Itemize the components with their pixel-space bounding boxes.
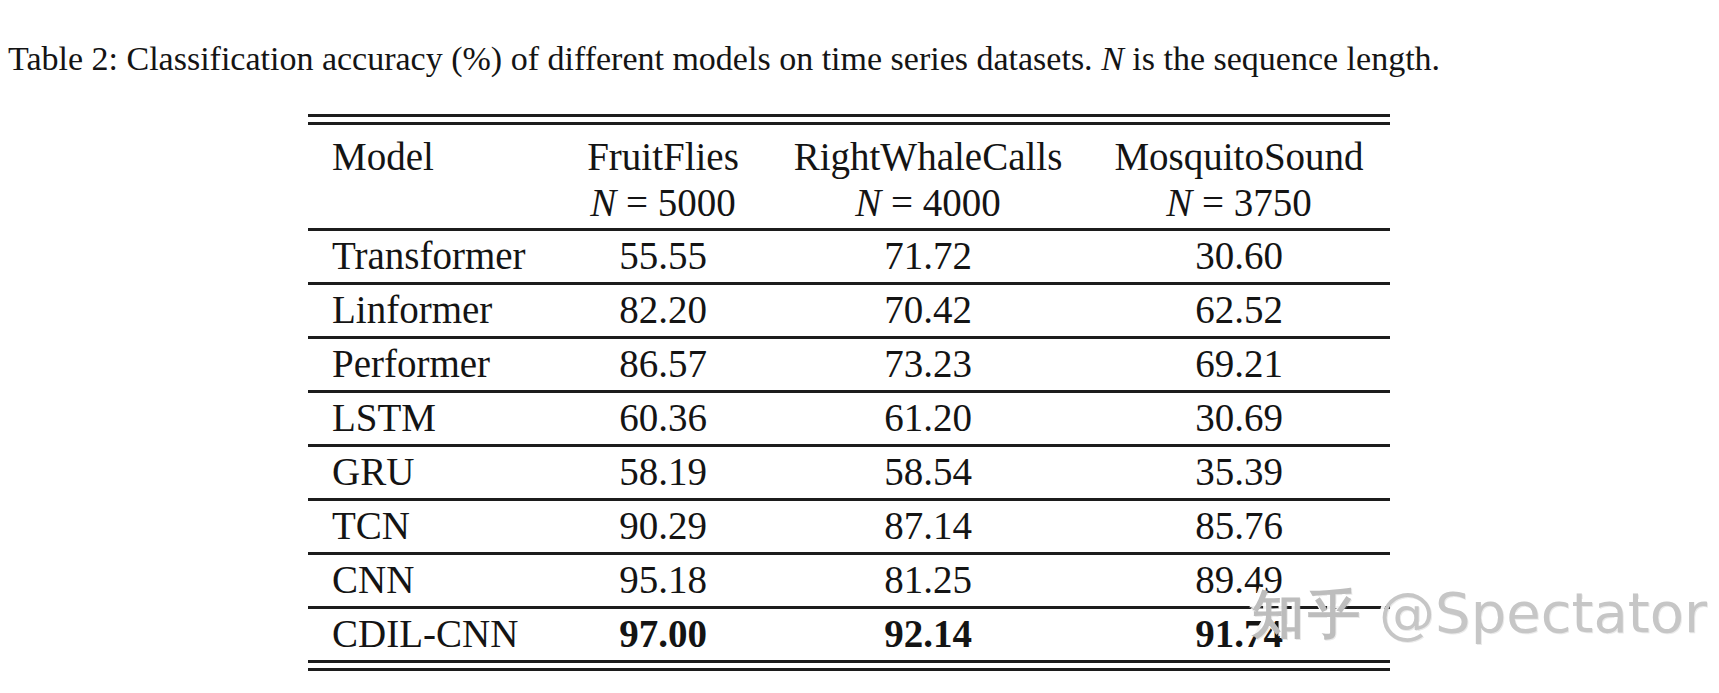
cell-value: 73.23 bbox=[768, 339, 1088, 390]
cell-value: 30.60 bbox=[1088, 231, 1390, 282]
column-header-sub: N = 4000 bbox=[768, 183, 1088, 228]
model-name: Performer bbox=[308, 339, 558, 390]
table-caption: Table 2: Classification accuracy (%) of … bbox=[8, 38, 1708, 81]
column-header-mosquitosound: MosquitoSound N = 3750 bbox=[1088, 131, 1390, 228]
model-name: Linformer bbox=[308, 285, 558, 336]
table-top-rule bbox=[308, 114, 1390, 125]
table-row: LSTM 60.36 61.20 30.69 bbox=[308, 390, 1390, 444]
table-row: TCN 90.29 87.14 85.76 bbox=[308, 498, 1390, 552]
caption-text-tail: is the sequence length. bbox=[1132, 40, 1440, 77]
zhihu-watermark: 知乎 @Spectator bbox=[1252, 580, 1707, 650]
model-name: LSTM bbox=[308, 393, 558, 444]
cell-value: 55.55 bbox=[558, 231, 768, 282]
cell-value: 81.25 bbox=[768, 555, 1088, 606]
cell-value: 85.76 bbox=[1088, 501, 1390, 552]
table-header-row: Model FruitFlies N = 5000 RightWhaleCall… bbox=[308, 125, 1390, 228]
column-header-fruitflies: FruitFlies N = 5000 bbox=[558, 131, 768, 228]
column-header-label: RightWhaleCalls bbox=[768, 131, 1088, 183]
table-row: CNN 95.18 81.25 89.49 bbox=[308, 552, 1390, 606]
column-header-sub: N = 3750 bbox=[1088, 183, 1390, 228]
cell-value: 97.00 bbox=[558, 609, 768, 660]
table-row: Transformer 55.55 71.72 30.60 bbox=[308, 228, 1390, 282]
column-header-sub bbox=[332, 183, 558, 228]
cell-value: 92.14 bbox=[768, 609, 1088, 660]
cell-value: 70.42 bbox=[768, 285, 1088, 336]
table-row-best: CDIL-CNN 97.00 92.14 91.74 bbox=[308, 606, 1390, 660]
cell-value: 60.36 bbox=[558, 393, 768, 444]
cell-value: 62.52 bbox=[1088, 285, 1390, 336]
column-header-label: MosquitoSound bbox=[1088, 131, 1390, 183]
cell-value: 71.72 bbox=[768, 231, 1088, 282]
table-body: Transformer 55.55 71.72 30.60 Linformer … bbox=[308, 228, 1390, 660]
column-header-rightwhalecalls: RightWhaleCalls N = 4000 bbox=[768, 131, 1088, 228]
cell-value: 90.29 bbox=[558, 501, 768, 552]
zhihu-logo-text: 知乎 bbox=[1252, 584, 1364, 644]
model-name: Transformer bbox=[308, 231, 558, 282]
seq-length-symbol: N bbox=[1166, 181, 1192, 224]
caption-text: Table 2: Classification accuracy (%) of … bbox=[8, 40, 1093, 77]
table-row: Performer 86.57 73.23 69.21 bbox=[308, 336, 1390, 390]
column-header-sub: N = 5000 bbox=[558, 183, 768, 228]
cell-value: 58.54 bbox=[768, 447, 1088, 498]
cell-value: 95.18 bbox=[558, 555, 768, 606]
model-name: CNN bbox=[308, 555, 558, 606]
column-header-model: Model bbox=[308, 131, 558, 228]
seq-length-symbol: N bbox=[590, 181, 616, 224]
table-bottom-rule bbox=[308, 660, 1390, 671]
watermark-username: @Spectator bbox=[1379, 580, 1707, 645]
cell-value: 61.20 bbox=[768, 393, 1088, 444]
seq-length-value: = 3750 bbox=[1202, 181, 1312, 224]
column-header-label: FruitFlies bbox=[558, 131, 768, 183]
caption-math-n: N bbox=[1101, 40, 1124, 77]
seq-length-value: = 5000 bbox=[626, 181, 736, 224]
seq-length-value: = 4000 bbox=[891, 181, 1001, 224]
model-name: GRU bbox=[308, 447, 558, 498]
cell-value: 58.19 bbox=[558, 447, 768, 498]
table-row: Linformer 82.20 70.42 62.52 bbox=[308, 282, 1390, 336]
cell-value: 69.21 bbox=[1088, 339, 1390, 390]
cell-value: 87.14 bbox=[768, 501, 1088, 552]
table-row: GRU 58.19 58.54 35.39 bbox=[308, 444, 1390, 498]
cell-value: 82.20 bbox=[558, 285, 768, 336]
results-table: Model FruitFlies N = 5000 RightWhaleCall… bbox=[308, 114, 1390, 671]
cell-value: 86.57 bbox=[558, 339, 768, 390]
column-header-label: Model bbox=[332, 131, 558, 183]
cell-value: 35.39 bbox=[1088, 447, 1390, 498]
cell-value: 30.69 bbox=[1088, 393, 1390, 444]
model-name: CDIL-CNN bbox=[308, 609, 558, 660]
seq-length-symbol: N bbox=[855, 181, 881, 224]
model-name: TCN bbox=[308, 501, 558, 552]
